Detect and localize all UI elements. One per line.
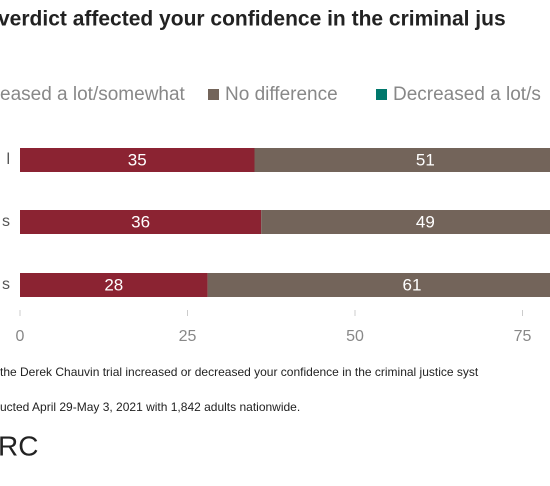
- bar: [261, 210, 550, 234]
- legend-label: No difference: [225, 84, 338, 105]
- value-label: 51: [416, 150, 435, 169]
- note: the Derek Chauvin trial increased or dec…: [0, 365, 479, 379]
- value-label: 35: [128, 150, 147, 169]
- value-label: 28: [104, 275, 123, 294]
- chart-title: verdict affected your confidence in the …: [0, 8, 506, 31]
- value-label: 36: [131, 212, 150, 231]
- bar: [207, 273, 550, 297]
- x-tick-label: 50: [346, 328, 364, 345]
- legend-swatch: [376, 89, 387, 100]
- y-tick-label: s: [2, 213, 10, 230]
- bar: [20, 148, 255, 172]
- logo: RC: [0, 430, 38, 461]
- y-tick-label: l: [6, 151, 10, 168]
- x-tick-label: 25: [179, 328, 197, 345]
- y-tick-label: s: [2, 276, 10, 293]
- x-tick-label: 75: [514, 328, 532, 345]
- legend-label: eased a lot/somewhat: [0, 84, 186, 105]
- note: ucted April 29-May 3, 2021 with 1,842 ad…: [0, 400, 300, 414]
- legend-swatch: [208, 89, 219, 100]
- bar: [254, 148, 550, 172]
- value-label: 49: [416, 212, 435, 231]
- value-label: 61: [402, 275, 421, 294]
- legend-label: Decreased a lot/s: [393, 84, 541, 105]
- bar: [20, 273, 208, 297]
- bar: [20, 210, 262, 234]
- x-tick-label: 0: [16, 328, 25, 345]
